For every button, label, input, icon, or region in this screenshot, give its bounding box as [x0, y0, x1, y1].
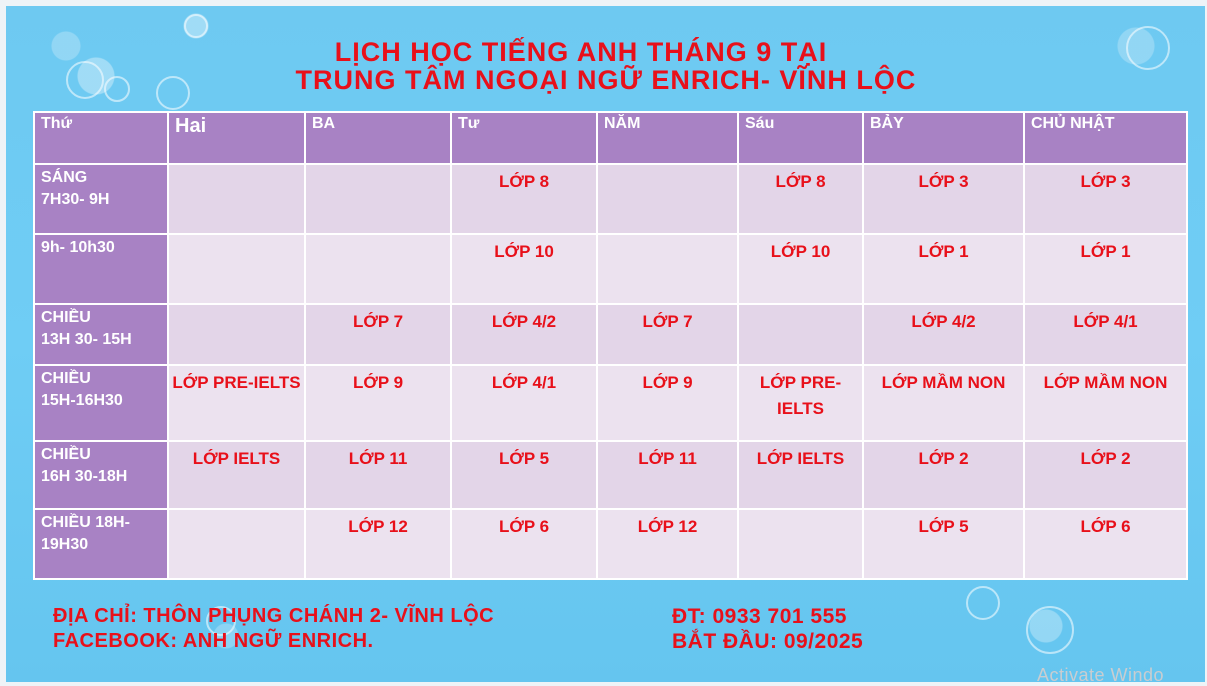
- class-cell: LỚP 4/1: [1023, 303, 1188, 366]
- class-cell: LỚP 11: [596, 440, 739, 510]
- class-cell: LỚP 2: [862, 440, 1025, 510]
- time-slot-label: 7H30- 9H: [41, 191, 110, 208]
- table-row: CHIỀU 13H 30- 15H LỚP 7 LỚP 4/2 LỚP 7 LỚP 4/2…: [33, 303, 1188, 366]
- class-cell: LỚP MẦM NON: [862, 364, 1025, 442]
- class-cell: LỚP PRE-IELTS: [737, 364, 864, 442]
- time-slot-label: 19H30: [41, 536, 89, 553]
- time-slot-label: 15H-16H30: [41, 392, 123, 409]
- class-cell: [596, 233, 739, 305]
- class-cell: LỚP 6: [1023, 508, 1188, 580]
- header-cell: Hai: [167, 111, 306, 165]
- class-cell: LỚP IELTS: [167, 440, 306, 510]
- bubble-decoration: [1126, 26, 1170, 70]
- time-slot-label: 9h- 10h30: [41, 239, 115, 256]
- class-cell: LỚP 3: [862, 163, 1025, 235]
- header-row: Thứ Hai BA Tư NĂM Sáu BẢY CHỦ NHẬT: [33, 111, 1188, 165]
- time-slot-label: CHIỀU 18H-: [41, 514, 130, 531]
- bubble-decoration: [156, 76, 190, 110]
- class-cell: LỚP 8: [737, 163, 864, 235]
- class-cell: [737, 508, 864, 580]
- class-cell: LỚP 9: [596, 364, 739, 442]
- bubble-decoration: [66, 61, 104, 99]
- class-cell: LỚP IELTS: [737, 440, 864, 510]
- class-cell: LỚP 8: [450, 163, 598, 235]
- time-slot-label: CHIỀU: [41, 309, 91, 326]
- class-cell: [167, 508, 306, 580]
- footer-phone: ĐT: 0933 701 555: [672, 605, 847, 628]
- class-cell: LỚP 2: [1023, 440, 1188, 510]
- activate-windows-watermark: Activate Windo: [1037, 665, 1165, 685]
- time-slot-label: CHIỀU: [41, 446, 91, 463]
- table-row: CHIỀU 18H- 19H30 LỚP 12 LỚP 6 LỚP 12 LỚP 5 LỚP…: [33, 508, 1188, 580]
- time-slot-label: SÁNG: [41, 169, 88, 186]
- time-slot-cell: CHIỀU 13H 30- 15H: [33, 303, 169, 366]
- time-slot-cell: CHIỀU 15H-16H30: [33, 364, 169, 442]
- time-slot-cell: 9h- 10h30: [33, 233, 169, 305]
- time-slot-cell: CHIỀU 16H 30-18H: [33, 440, 169, 510]
- table-row: SÁNG 7H30- 9H LỚP 8 LỚP 8 LỚP 3 LỚP 3: [33, 163, 1188, 235]
- class-cell: LỚP 1: [1023, 233, 1188, 305]
- bubble-decoration: [206, 606, 236, 636]
- time-slot-cell: SÁNG 7H30- 9H: [33, 163, 169, 235]
- header-cell: CHỦ NHẬT: [1023, 111, 1188, 165]
- class-cell: LỚP 7: [304, 303, 452, 366]
- class-cell: LỚP MẦM NON: [1023, 364, 1188, 442]
- class-cell: LỚP 9: [304, 364, 452, 442]
- table-row: CHIỀU 16H 30-18H LỚP IELTS LỚP 11 LỚP 5 LỚP 1…: [33, 440, 1188, 510]
- class-cell: LỚP 6: [450, 508, 598, 580]
- bubble-decoration: [184, 14, 208, 38]
- class-cell: LỚP 12: [304, 508, 452, 580]
- class-cell: LỚP 1: [862, 233, 1025, 305]
- class-cell: LỚP 10: [737, 233, 864, 305]
- time-slot-label: CHIỀU: [41, 370, 91, 387]
- class-cell: LỚP 5: [450, 440, 598, 510]
- bubble-decoration: [966, 586, 1000, 620]
- footer-info: ĐT: 0933 701 555 BẮT ĐẦU: 09/2025: [672, 604, 863, 654]
- class-cell: [167, 233, 306, 305]
- class-cell: [737, 303, 864, 366]
- class-cell: [167, 163, 306, 235]
- class-cell: LỚP 3: [1023, 163, 1188, 235]
- bubble-decoration: [104, 76, 130, 102]
- header-cell: Sáu: [737, 111, 864, 165]
- class-cell: [167, 303, 306, 366]
- header-cell: Thứ: [33, 111, 169, 165]
- class-cell: [304, 233, 452, 305]
- table-row: 9h- 10h30 LỚP 10 LỚP 10 LỚP 1 LỚP 1: [33, 233, 1188, 305]
- header-cell: BẢY: [862, 111, 1025, 165]
- footer-address: ĐỊA CHỈ: THÔN PHỤNG CHÁNH 2- VĨNH LỘC: [53, 605, 495, 627]
- footer-facebook: FACEBOOK: ANH NGỮ ENRICH.: [53, 630, 374, 652]
- class-cell: LỚP 5: [862, 508, 1025, 580]
- footer-start-date: BẮT ĐẦU: 09/2025: [672, 630, 864, 653]
- title-line-2: TRUNG TÂM NGOẠI NGỮ ENRICH- VĨNH LỘC: [295, 65, 917, 95]
- header-cell: Tư: [450, 111, 598, 165]
- class-cell: [304, 163, 452, 235]
- class-cell: LỚP 4/2: [450, 303, 598, 366]
- time-slot-cell: CHIỀU 18H- 19H30: [33, 508, 169, 580]
- class-cell: LỚP PRE-IELTS: [167, 364, 306, 442]
- class-cell: [596, 163, 739, 235]
- class-cell: LỚP 4/1: [450, 364, 598, 442]
- time-slot-label: 13H 30- 15H: [41, 331, 132, 348]
- footer-contact: ĐỊA CHỈ: THÔN PHỤNG CHÁNH 2- VĨNH LỘC FA…: [53, 604, 494, 654]
- header-cell: BA: [304, 111, 452, 165]
- class-cell: LỚP 7: [596, 303, 739, 366]
- class-cell: LỚP 11: [304, 440, 452, 510]
- class-cell: LỚP 4/2: [862, 303, 1025, 366]
- class-cell: LỚP 12: [596, 508, 739, 580]
- header-cell: NĂM: [596, 111, 739, 165]
- time-slot-label: 16H 30-18H: [41, 468, 128, 485]
- class-cell: LỚP 10: [450, 233, 598, 305]
- schedule-table: Thứ Hai BA Tư NĂM Sáu BẢY CHỦ NHẬT SÁNG 7…: [33, 111, 1188, 580]
- table-row: CHIỀU 15H-16H30 LỚP PRE-IELTS LỚP 9 LỚP 4/1 L…: [33, 364, 1188, 442]
- bubble-decoration: [1026, 606, 1074, 654]
- title-line-1: LỊCH HỌC TIẾNG ANH THÁNG 9 TẠI: [334, 37, 828, 67]
